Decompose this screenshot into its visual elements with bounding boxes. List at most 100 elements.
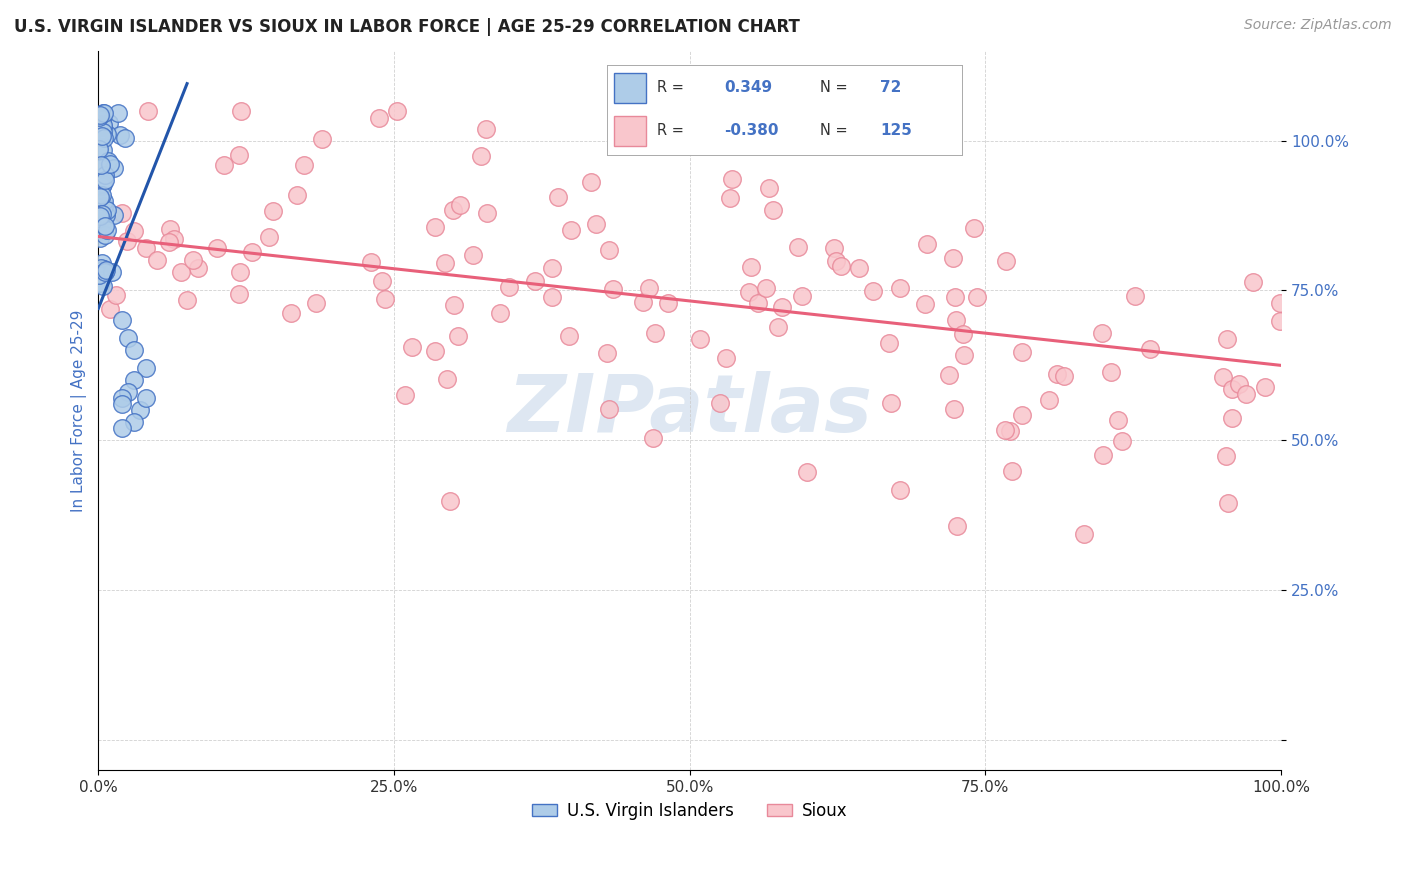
Point: [644, 326, 666, 340]
Point: [938, 368, 960, 383]
Point: [1215, 332, 1237, 346]
Point: [87, 110, 110, 124]
Point: [1254, 380, 1277, 394]
Point: [93, 105, 115, 120]
Legend: U.S. Virgin Islanders, Sioux: U.S. Virgin Islanders, Sioux: [526, 795, 855, 826]
Point: [101, 265, 124, 279]
Point: [93, 262, 115, 277]
Point: [90, 129, 112, 144]
Point: [946, 518, 969, 533]
Point: [93, 131, 115, 145]
Point: [163, 232, 186, 246]
Point: [721, 171, 744, 186]
Point: [89, 207, 111, 221]
Point: [441, 203, 464, 218]
Point: [93, 168, 115, 182]
Point: [945, 313, 967, 327]
Point: [111, 392, 134, 406]
Point: [228, 286, 250, 301]
Point: [117, 234, 139, 248]
Point: [830, 259, 852, 273]
Point: [114, 130, 136, 145]
Point: [787, 240, 810, 254]
Point: [718, 191, 741, 205]
Point: [489, 306, 512, 320]
Point: [1215, 449, 1237, 463]
Point: [368, 112, 391, 126]
Point: [90, 201, 112, 215]
Point: [862, 285, 884, 299]
Point: [90, 123, 112, 137]
Point: [1038, 392, 1060, 407]
Point: [370, 274, 392, 288]
Point: [943, 401, 966, 416]
Point: [848, 261, 870, 276]
Point: [89, 210, 111, 224]
Point: [98, 302, 121, 317]
Point: [229, 103, 252, 118]
Point: [98, 116, 121, 130]
Point: [433, 256, 456, 270]
Point: [747, 296, 769, 310]
Text: U.S. VIRGIN ISLANDER VS SIOUX IN LABOR FORCE | AGE 25-29 CORRELATION CHART: U.S. VIRGIN ISLANDER VS SIOUX IN LABOR F…: [14, 18, 800, 36]
Point: [93, 228, 115, 243]
Point: [770, 300, 793, 314]
Point: [205, 242, 228, 256]
Point: [963, 220, 986, 235]
Point: [229, 265, 252, 279]
Point: [558, 328, 581, 343]
Point: [111, 421, 134, 435]
Point: [89, 231, 111, 245]
Point: [159, 222, 181, 236]
Point: [181, 253, 204, 268]
Point: [436, 372, 458, 386]
Point: [91, 119, 114, 133]
Point: [89, 223, 111, 237]
Point: [1270, 314, 1292, 328]
Point: [187, 261, 209, 276]
Point: [212, 158, 235, 172]
Point: [128, 403, 150, 417]
Point: [89, 117, 111, 131]
Point: [111, 313, 134, 327]
Point: [598, 402, 620, 417]
Point: [93, 212, 115, 227]
Point: [103, 209, 125, 223]
Point: [94, 208, 117, 222]
Point: [1073, 527, 1095, 541]
Point: [93, 199, 115, 213]
Point: [1046, 367, 1069, 381]
Point: [1091, 326, 1114, 340]
Point: [1218, 496, 1240, 510]
Point: [96, 127, 118, 141]
Point: [117, 331, 139, 345]
Point: [91, 187, 114, 202]
Point: [737, 285, 759, 299]
Point: [305, 296, 328, 310]
Point: [90, 178, 112, 193]
Point: [91, 143, 114, 157]
Point: [1099, 365, 1122, 379]
Point: [1053, 369, 1076, 384]
Point: [240, 244, 263, 259]
Point: [89, 211, 111, 225]
Point: [122, 223, 145, 237]
Point: [1123, 289, 1146, 303]
Point: [796, 465, 818, 479]
Point: [714, 351, 737, 365]
Point: [877, 336, 900, 351]
Point: [170, 265, 193, 279]
Point: [136, 103, 159, 118]
Point: [449, 197, 471, 211]
Point: [1000, 424, 1022, 438]
Point: [110, 128, 132, 142]
Point: [90, 276, 112, 290]
Point: [879, 396, 901, 410]
Point: [994, 423, 1017, 437]
Point: [91, 126, 114, 140]
Point: [96, 202, 118, 217]
Point: [952, 326, 974, 341]
Point: [135, 392, 157, 406]
Point: [89, 108, 111, 122]
Point: [889, 483, 911, 497]
